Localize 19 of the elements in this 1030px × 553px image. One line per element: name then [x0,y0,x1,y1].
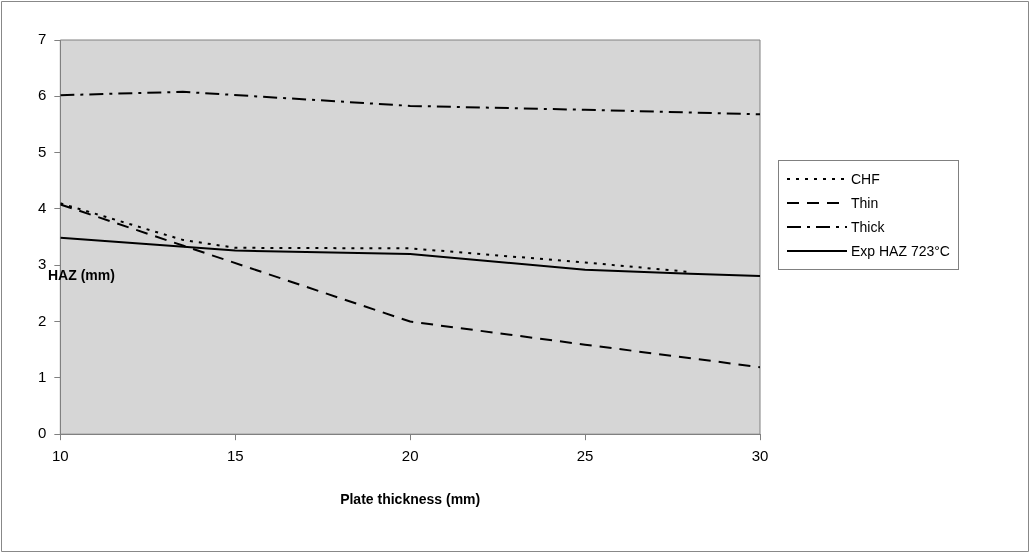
x-tick-label: 20 [401,447,419,465]
x-axis-title: Plate thickness (mm) [340,491,481,508]
y-tick-label: 6 [38,86,47,104]
y-tick-label: 2 [38,311,47,329]
y-tick-label: 3 [38,255,47,273]
y-tick-label: 5 [38,142,47,160]
y-tick-label: 7 [38,30,47,48]
y-axis-title: HAZ (mm) [48,267,115,284]
x-tick-label: 30 [751,447,769,465]
y-tick-label: 0 [38,424,47,442]
y-tick-label: 1 [38,368,47,386]
legend-label: Thick [851,219,885,235]
x-tick-label: 10 [52,447,69,465]
x-tick-label: 25 [576,447,594,465]
legend-label: Exp HAZ 723°C [851,243,950,259]
legend-label: CHF [851,171,880,187]
legend-label: Thin [851,195,879,211]
x-tick-label: 15 [226,447,244,465]
y-tick-label: 4 [38,199,47,217]
